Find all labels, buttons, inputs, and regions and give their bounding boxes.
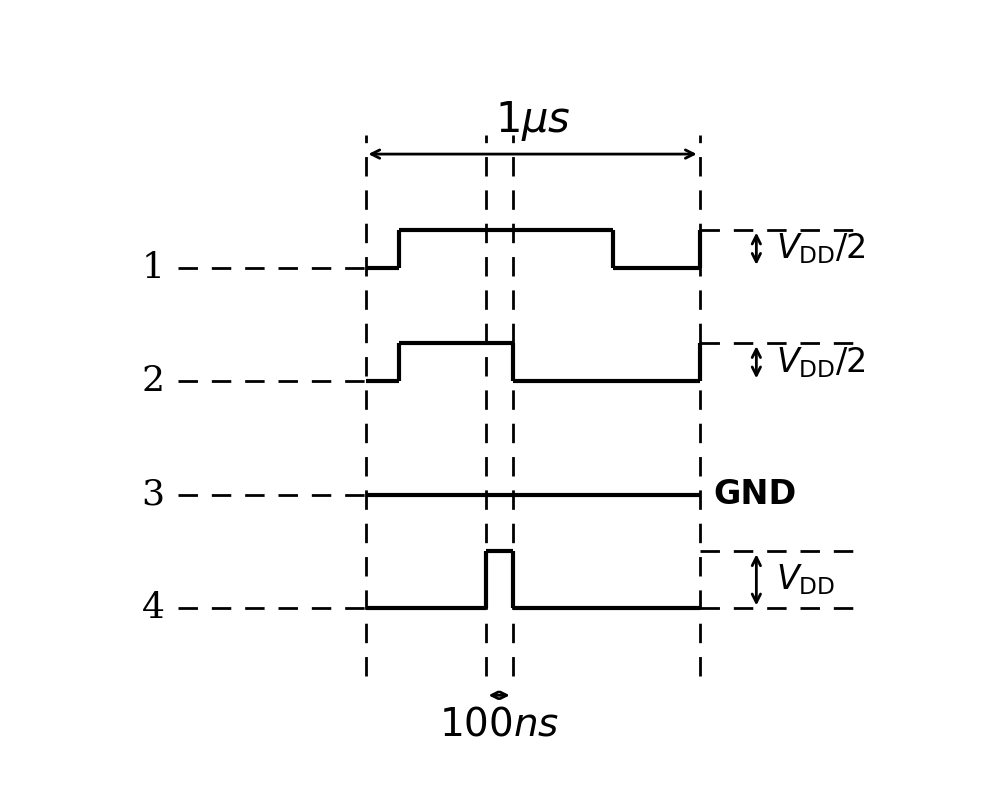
Text: $V_{\mathregular{DD}}/2$: $V_{\mathregular{DD}}/2$: [776, 345, 866, 380]
Text: $100ns$: $100ns$: [439, 706, 559, 744]
Text: 1: 1: [142, 251, 165, 285]
Text: GND: GND: [713, 478, 796, 511]
Text: $V_{\mathregular{DD}}/2$: $V_{\mathregular{DD}}/2$: [776, 231, 866, 266]
Text: 2: 2: [142, 364, 165, 398]
Text: 4: 4: [142, 591, 165, 625]
Text: $1\mu s$: $1\mu s$: [495, 99, 570, 143]
Text: 3: 3: [142, 478, 165, 512]
Text: $V_{\mathregular{DD}}$: $V_{\mathregular{DD}}$: [776, 563, 836, 597]
